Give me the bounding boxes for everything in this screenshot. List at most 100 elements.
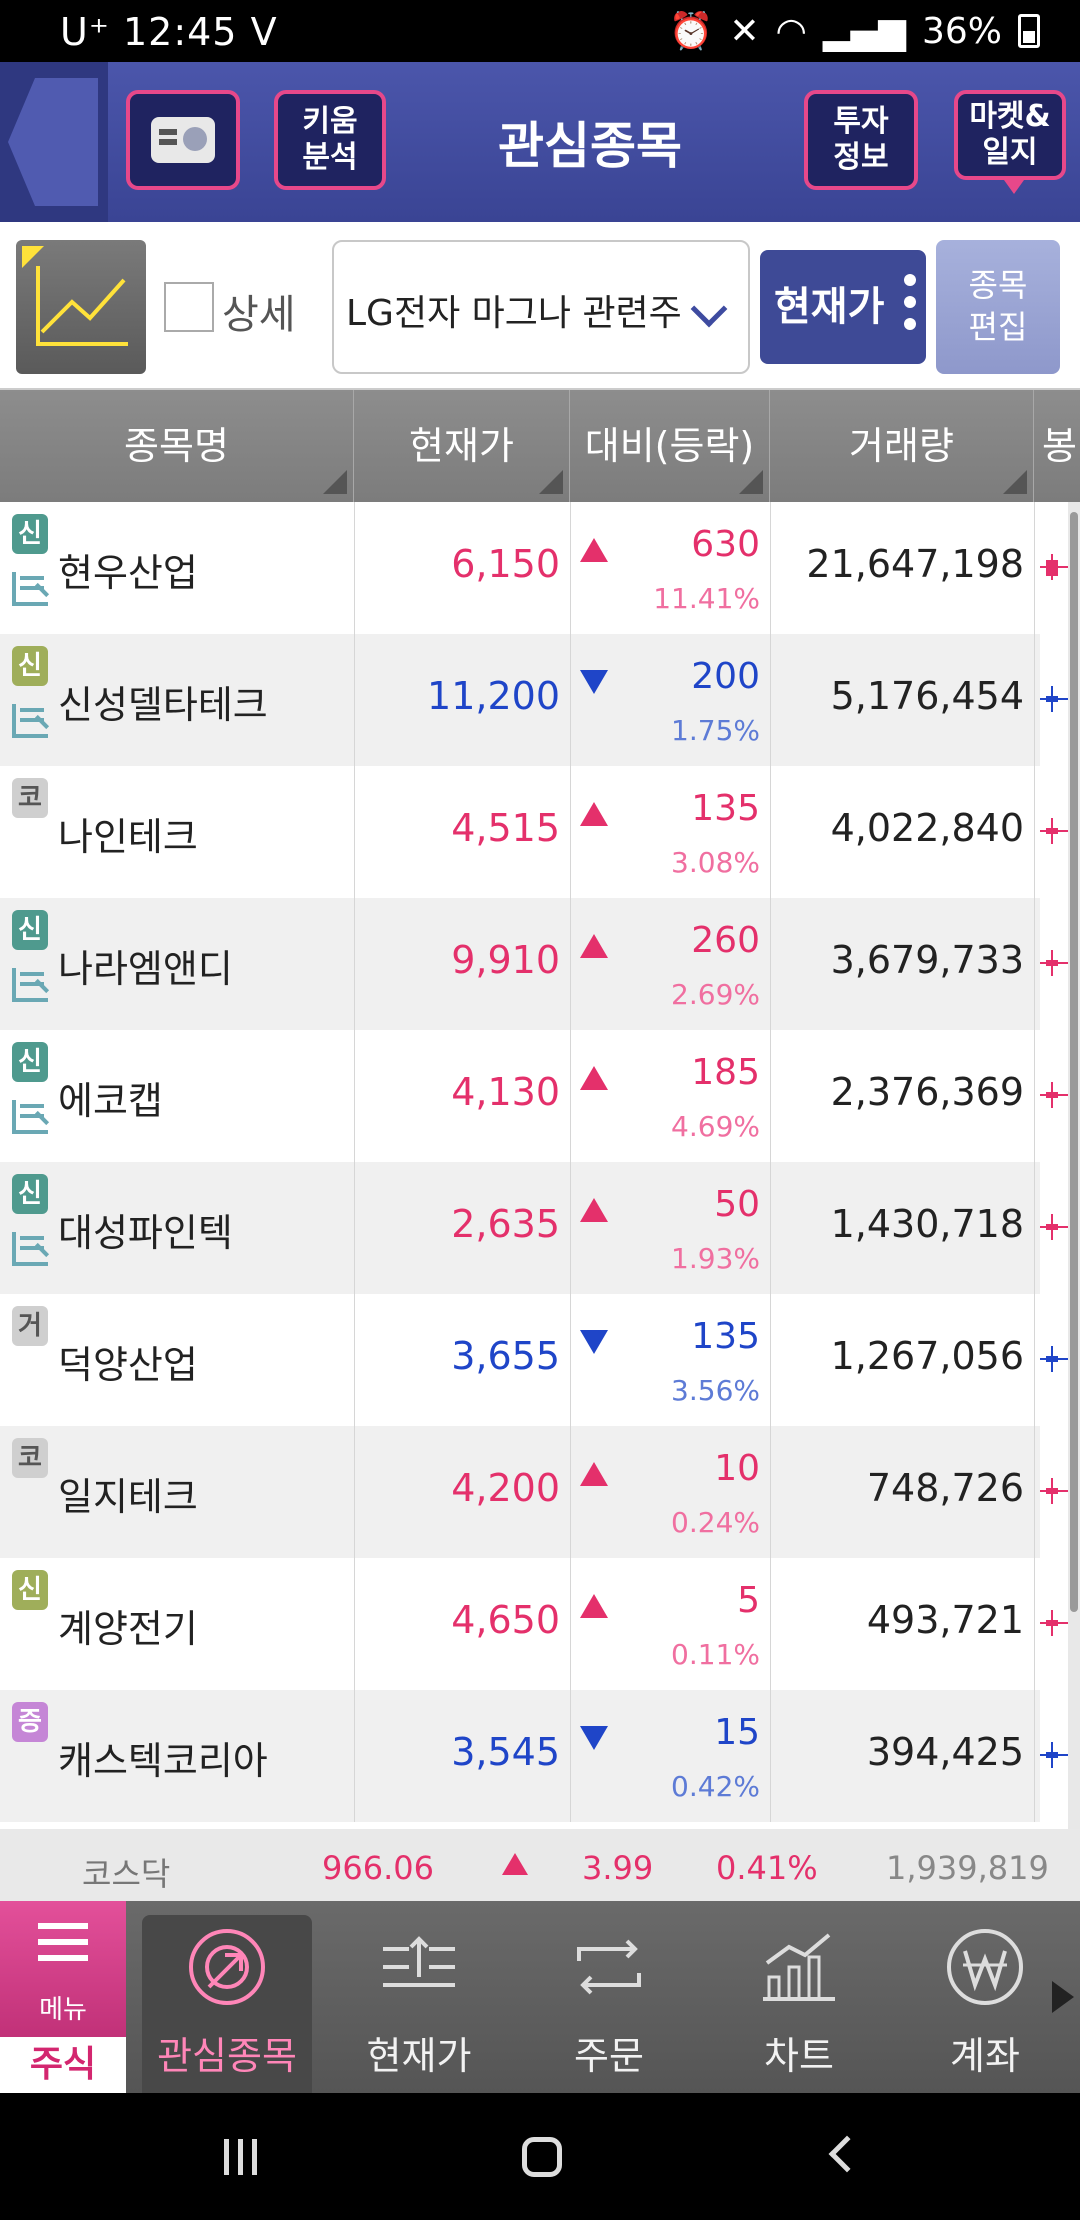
column-divider — [770, 766, 771, 898]
header-change[interactable]: 대비(등락) — [570, 390, 770, 502]
table-row[interactable]: 코 나인테크 4,515 135 3.08% 4,022,840 — [0, 766, 1080, 898]
index-name: 코스닥 — [82, 1855, 171, 1893]
watchlist-group-select[interactable]: LG전자 마그나 관련주 — [332, 240, 750, 374]
current-price: 2,635 — [451, 1202, 560, 1246]
market-badge: 신 — [12, 1174, 48, 1214]
index-pct: 0.41% — [716, 1849, 818, 1887]
back-button[interactable] — [0, 62, 108, 222]
menu-button[interactable]: 메뉴 — [0, 1901, 126, 2037]
up-triangle-icon — [580, 802, 608, 826]
column-divider — [570, 1558, 571, 1690]
detail-checkbox[interactable] — [164, 282, 214, 332]
column-divider — [354, 1030, 355, 1162]
invest-info-button[interactable]: 투자 정보 — [804, 90, 918, 190]
nav-current-price[interactable]: 현재가 — [334, 1915, 504, 2093]
price-change: 135 — [691, 788, 760, 829]
recent-apps-icon[interactable] — [224, 2139, 260, 2175]
home-icon[interactable] — [522, 2137, 562, 2177]
scrollbar-thumb[interactable] — [1070, 512, 1078, 1612]
back-nav-icon[interactable] — [828, 2135, 866, 2173]
market-line2: 일지 — [982, 135, 1038, 170]
market-badge: 코 — [12, 778, 48, 818]
table-row[interactable]: 신 대성파인텍 2,635 50 1.93% 1,430,718 — [0, 1162, 1080, 1294]
market-journal-button[interactable]: 마켓& 일지 — [954, 90, 1066, 194]
header-name-label: 종목명 — [124, 424, 229, 468]
column-divider — [570, 1690, 571, 1822]
signal-icon: ▂▄▆ — [822, 10, 906, 52]
column-divider — [354, 1162, 355, 1294]
status-bar: U⁺ 12:45 V ⏰ ✕ ◠ ▂▄▆ 36% — [0, 0, 1080, 62]
table-header: 종목명 현재가 대비(등락) 거래량 봉 — [0, 390, 1080, 502]
column-divider — [1034, 1162, 1035, 1294]
column-divider — [570, 898, 571, 1030]
edit-stocks-button[interactable]: 종목 편집 — [936, 240, 1060, 374]
price-change: 5 — [737, 1580, 760, 1621]
nav-account[interactable]: 계좌 — [900, 1915, 1070, 2093]
change-percent: 1.75% — [671, 714, 760, 747]
column-divider — [570, 634, 571, 766]
header-candle[interactable]: 봉 — [1034, 390, 1080, 502]
column-divider — [770, 1294, 771, 1426]
column-divider — [354, 1558, 355, 1690]
index-up-arrow-icon — [502, 1853, 528, 1875]
table-row[interactable]: 거 덕양산업 3,655 135 3.56% 1,267,056 — [0, 1294, 1080, 1426]
table-row[interactable]: 신 나라엠앤디 9,910 260 2.69% 3,679,733 — [0, 898, 1080, 1030]
index-value: 966.06 — [322, 1849, 434, 1887]
trade-volume: 2,376,369 — [830, 1070, 1024, 1114]
price-change: 135 — [691, 1316, 760, 1357]
sort-icon — [1003, 470, 1027, 494]
nav-chart-label: 차트 — [764, 2034, 834, 2078]
header-price[interactable]: 현재가 — [354, 390, 570, 502]
nav-order[interactable]: 주문 — [524, 1915, 694, 2093]
credit-available-icon — [12, 572, 48, 606]
nav-next-arrow-icon[interactable] — [1052, 1981, 1074, 2013]
change-percent: 0.24% — [671, 1506, 760, 1539]
table-row[interactable]: 증 캐스텍코리아 3,545 15 0.42% 394,425 — [0, 1690, 1080, 1822]
kiwoom-analysis-button[interactable]: 키움 분석 — [274, 90, 386, 190]
price-mode-button[interactable]: 현재가 — [760, 250, 926, 364]
toolbar: 상세 LG전자 마그나 관련주 현재가 종목 편집 — [0, 222, 1080, 390]
credit-available-icon — [12, 968, 48, 1002]
nav-watchlist[interactable]: 관심종목 — [142, 1915, 312, 2093]
column-divider — [1034, 502, 1035, 634]
index-volume: 1,939,819 — [886, 1849, 1049, 1887]
stock-name: 신성델타테크 — [58, 683, 268, 727]
status-right: ⏰ ✕ ◠ ▂▄▆ 36% — [669, 10, 1040, 52]
table-row[interactable]: 신 현우산업 6,150 630 11.41% 21,647,198 — [0, 502, 1080, 634]
invest-line2: 정보 — [833, 140, 889, 175]
sort-icon — [539, 470, 563, 494]
chevron-down-icon — [690, 290, 728, 328]
radio-button[interactable] — [126, 90, 240, 190]
column-divider — [770, 1558, 771, 1690]
nav-chart[interactable]: 차트 — [714, 1915, 884, 2093]
change-percent: 3.08% — [671, 846, 760, 879]
column-divider — [1034, 1690, 1035, 1822]
line-chart-icon — [36, 266, 128, 346]
current-price: 11,200 — [427, 674, 560, 718]
more-dots-icon — [904, 274, 916, 340]
column-divider — [1034, 898, 1035, 1030]
table-row[interactable]: 코 일지테크 4,200 10 0.24% 748,726 — [0, 1426, 1080, 1558]
bottom-nav: 메뉴 주식 관심종목 현재가 주문 — [0, 1901, 1080, 2093]
page-title: 관심종목 — [498, 117, 682, 175]
table-row[interactable]: 신 계양전기 4,650 5 0.11% 493,721 — [0, 1558, 1080, 1690]
trade-volume: 1,430,718 — [830, 1202, 1024, 1246]
trade-volume: 493,721 — [866, 1598, 1024, 1642]
table-row[interactable]: 신 신성델타테크 11,200 200 1.75% 5,176,454 — [0, 634, 1080, 766]
column-divider — [354, 766, 355, 898]
stock-name: 에코캡 — [58, 1079, 163, 1123]
header-name[interactable]: 종목명 — [0, 390, 354, 502]
down-triangle-icon — [580, 1726, 608, 1750]
stock-category-tab[interactable]: 주식 — [0, 2037, 126, 2093]
index-ticker[interactable]: 코스닥 966.06 3.99 0.41% 1,939,819 — [0, 1829, 1080, 1901]
column-divider — [770, 634, 771, 766]
sort-icon — [323, 470, 347, 494]
column-divider — [354, 898, 355, 1030]
header-volume[interactable]: 거래량 — [770, 390, 1034, 502]
chart-toggle-button[interactable] — [16, 240, 146, 374]
change-percent: 1.93% — [671, 1242, 760, 1275]
table-row[interactable]: 신 에코캡 4,130 185 4.69% 2,376,369 — [0, 1030, 1080, 1162]
status-left: U⁺ 12:45 V — [60, 10, 278, 54]
detail-label: 상세 — [222, 292, 296, 338]
up-triangle-icon — [580, 934, 608, 958]
